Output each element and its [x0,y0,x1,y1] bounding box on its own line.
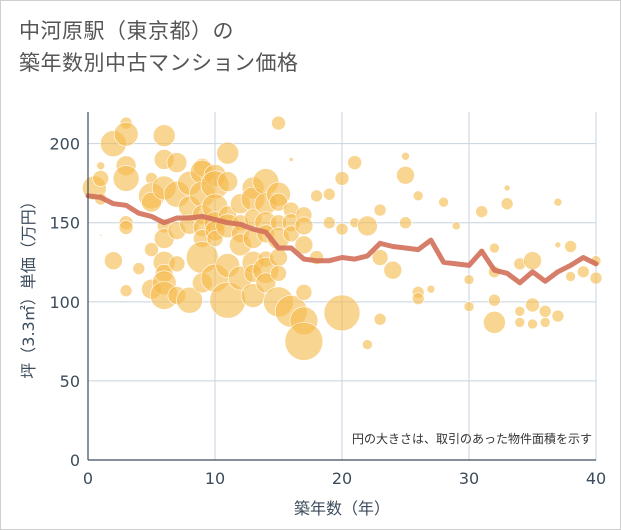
data-bubble [269,248,288,267]
data-bubble [564,240,577,253]
data-bubble [166,152,188,173]
data-bubble [554,241,562,249]
data-bubble [295,284,313,301]
data-bubble [371,249,389,266]
data-bubble [514,306,526,317]
title-line-2: 築年数別中古マンション価格 [19,51,299,75]
data-bubble [152,124,176,148]
data-bubble [322,187,336,201]
data-bubble [288,157,294,162]
y-tick-label: 150 [49,214,80,233]
data-bubble [168,255,186,273]
x-tick-label: 20 [332,469,352,488]
x-tick-label: 10 [205,469,225,488]
data-bubble [576,265,590,279]
data-bubble [396,165,415,185]
data-bubble [539,317,551,328]
bubble-series [82,115,603,361]
data-bubble [463,301,475,312]
data-bubble [565,271,576,282]
data-bubble [483,311,506,334]
data-bubble [334,171,350,186]
data-bubble [399,216,412,230]
data-bubble [426,284,436,294]
x-axis-label: 築年数（年） [294,499,390,518]
y-tick-label: 50 [60,372,80,391]
data-bubble [401,151,410,161]
x-tick-label: 30 [459,469,479,488]
data-bubble [373,312,387,326]
data-bubble [322,216,336,230]
y-tick-label: 200 [49,135,80,154]
data-bubble [489,242,500,254]
data-bubble [475,205,489,218]
data-bubble [525,297,540,313]
data-bubble [362,339,373,350]
data-bubble [118,220,134,235]
y-tick-label: 100 [49,293,80,312]
data-bubble [176,286,203,314]
data-bubble [284,322,324,361]
data-bubble [310,189,323,203]
data-bubble [132,262,146,275]
data-bubble [527,318,538,330]
data-bubble [589,271,603,285]
y-tick-label: 0 [70,451,80,470]
trend-line [85,193,599,286]
data-bubble [383,260,403,280]
data-bubble [104,251,123,270]
data-bubble [463,274,475,285]
data-bubble [500,197,514,211]
data-bubble [217,171,238,192]
data-bubble [255,272,277,294]
data-bubble [347,155,363,170]
data-bubble [514,317,526,328]
data-bubble [323,294,361,332]
axes: 0 50 100 150 200 0 10 20 30 40 [49,112,606,488]
bubble-size-note: 円の大きさは、取引のあった物件面積を示す [352,431,592,446]
trend-series [85,193,599,286]
data-bubble [113,121,139,147]
x-tick-label: 40 [586,469,606,488]
data-bubble [438,196,449,208]
data-bubble [216,141,239,165]
data-bubble [294,216,314,236]
data-bubble [294,235,314,255]
data-bubble [357,215,378,237]
data-bubble [538,305,552,318]
data-bubble [119,284,133,298]
data-bubble [112,165,140,192]
x-tick-label: 0 [83,469,93,488]
data-bubble [488,293,501,307]
data-bubble [269,192,288,212]
y-axis-label: 坪（3.3㎡）単価（万円） [19,193,38,378]
data-bubble [412,190,424,202]
data-bubble [551,309,565,323]
data-bubble [270,265,287,282]
data-bubble [451,221,461,231]
data-bubble [523,251,542,270]
data-bubble [373,203,387,217]
data-bubble [99,234,102,237]
data-bubble [503,184,511,192]
data-bubble [553,197,563,207]
data-bubble [335,222,349,236]
data-bubble [411,292,425,305]
data-bubble [271,115,286,131]
data-bubble [144,242,159,257]
chart-title: 中河原駅（東京都）の 築年数別中古マンション価格 [19,15,299,79]
data-bubble [96,161,105,171]
data-bubble [92,170,109,187]
title-line-1: 中河原駅（東京都）の [19,19,234,43]
